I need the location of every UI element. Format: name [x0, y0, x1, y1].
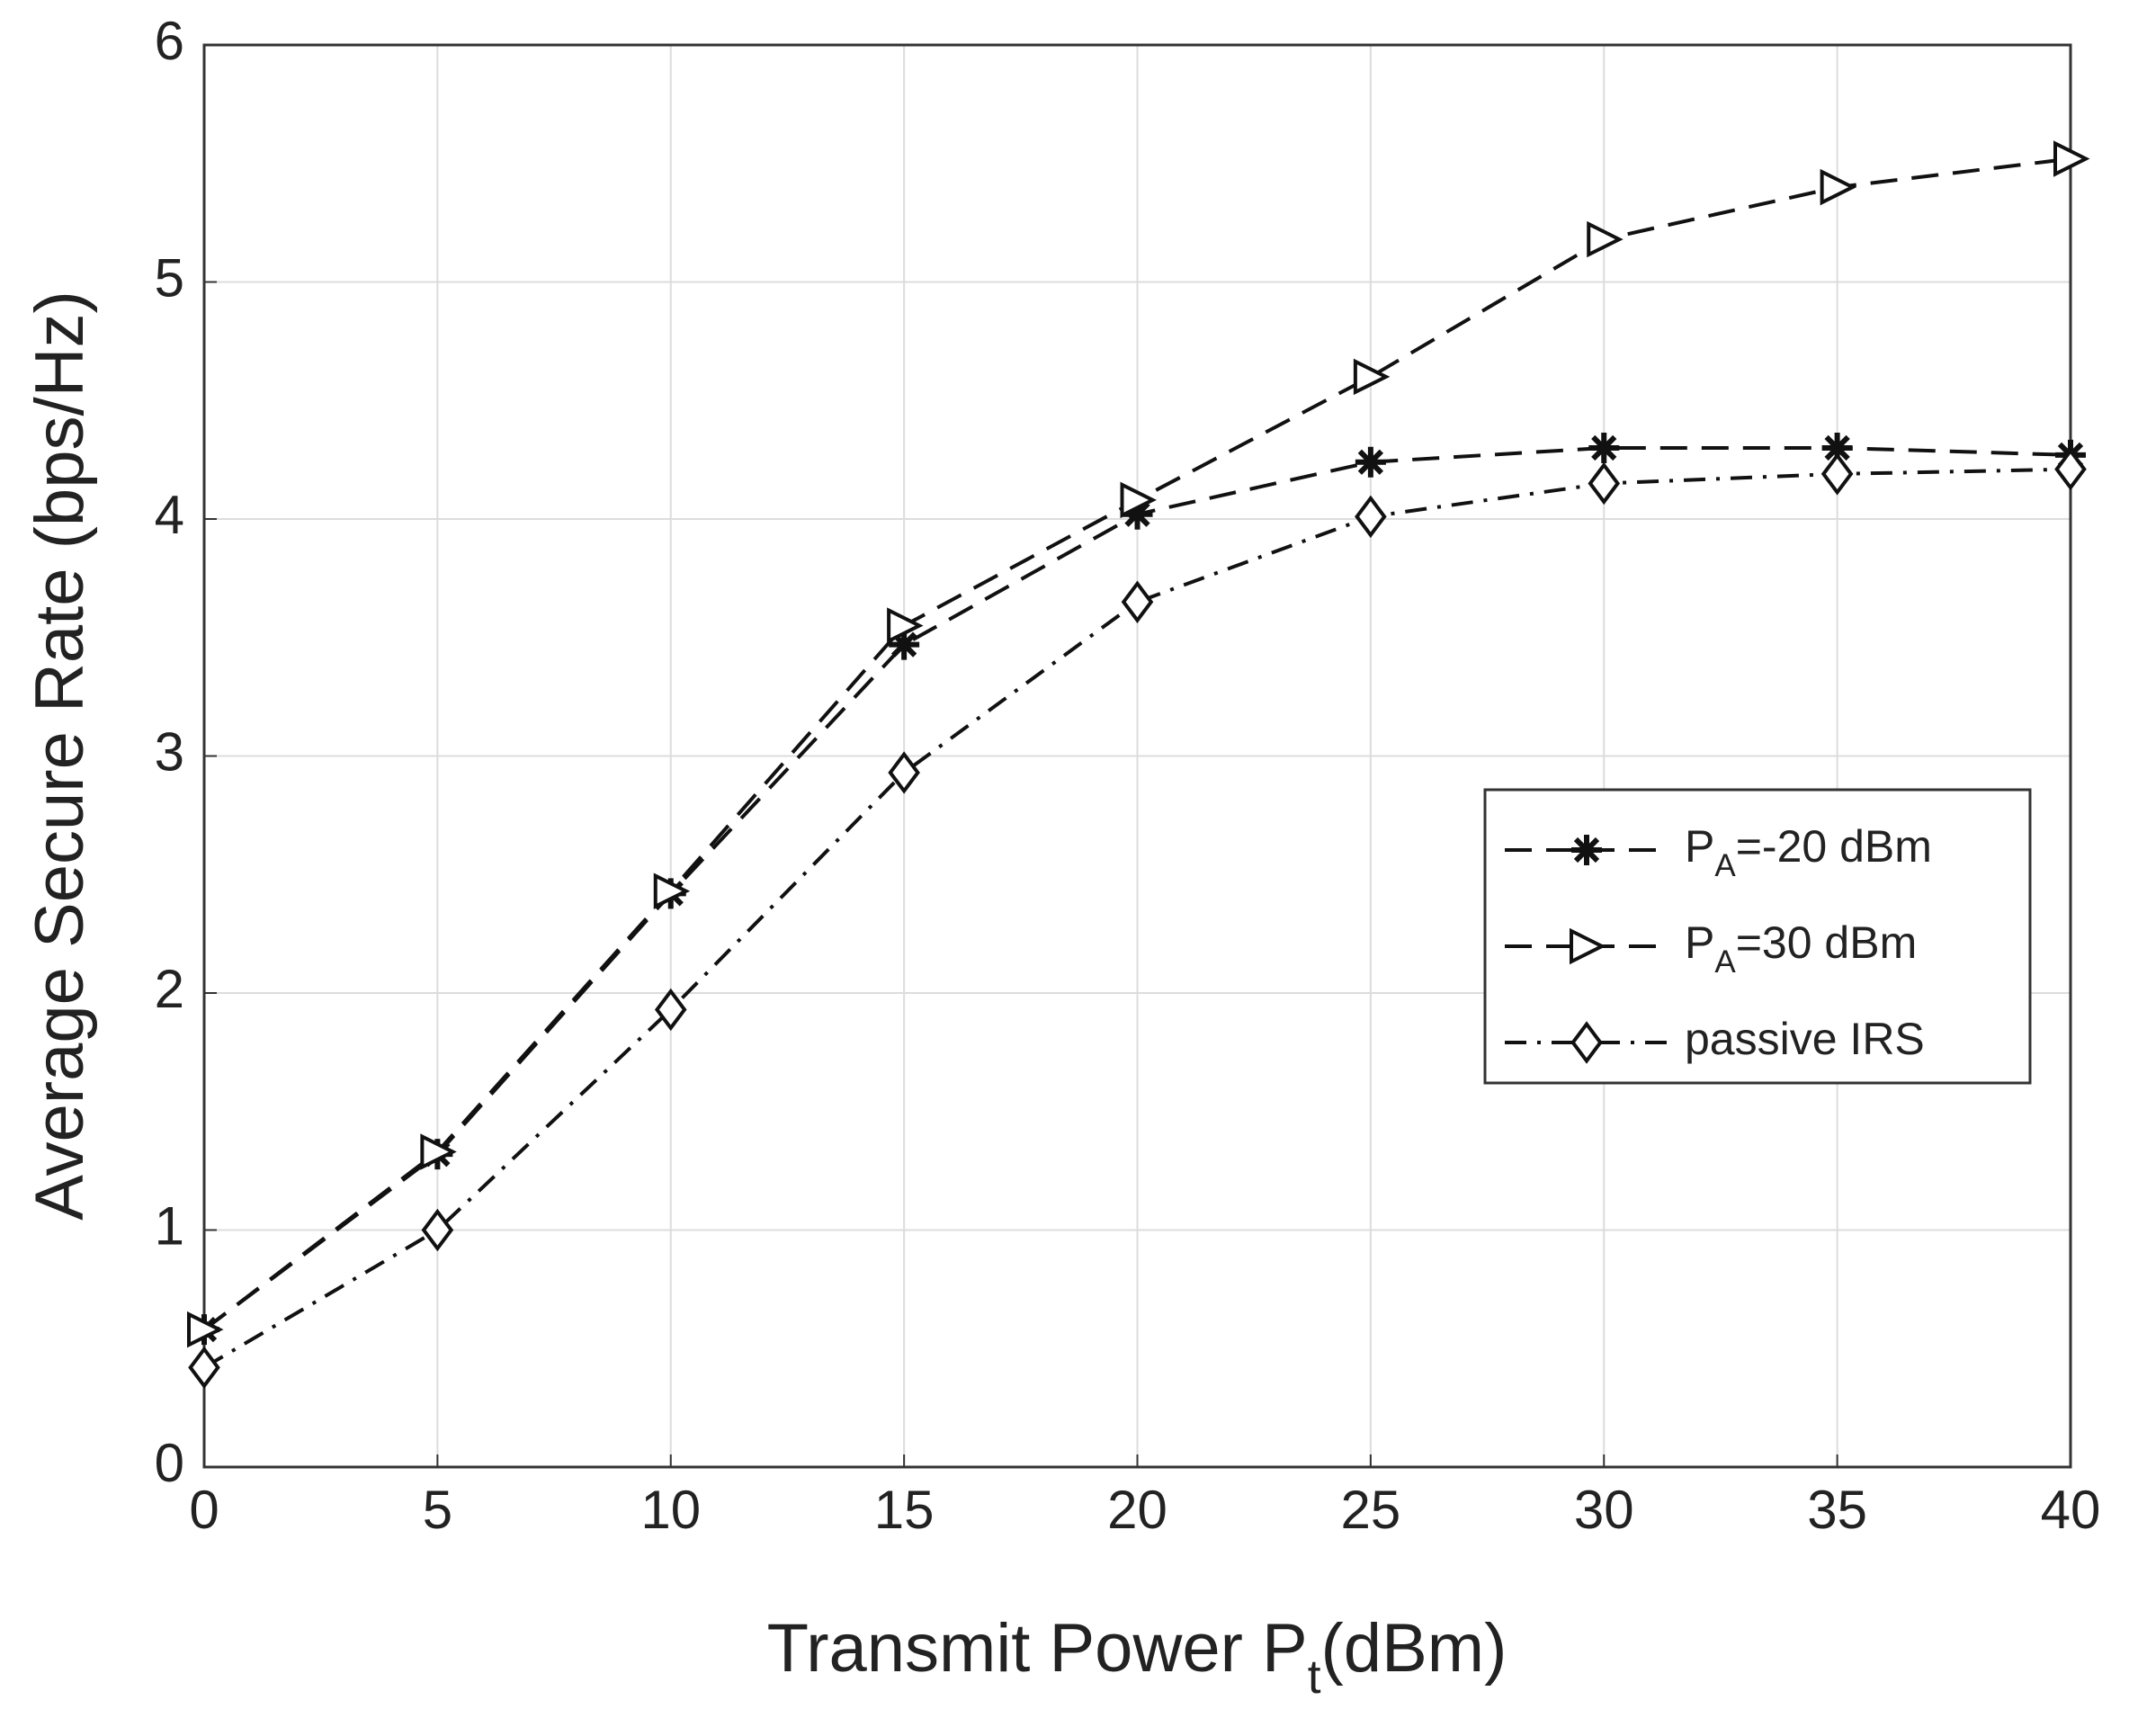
- marker: [187, 1311, 224, 1348]
- marker: [889, 629, 920, 660]
- marker: [2054, 447, 2087, 491]
- marker: [188, 1346, 220, 1390]
- x-axis-label: Transmit Power Pt(dBm): [767, 1610, 1507, 1703]
- x-tick-label: 15: [874, 1480, 935, 1540]
- legend-marker: [1571, 835, 1602, 865]
- y-tick-label: 5: [155, 247, 184, 308]
- marker: [1122, 498, 1153, 530]
- x-tick-label: 5: [423, 1480, 452, 1540]
- legend-marker: [1570, 1021, 1603, 1064]
- marker: [1820, 452, 1854, 496]
- marker: [1821, 432, 1853, 463]
- marker: [1121, 580, 1154, 623]
- y-tick-label: 1: [155, 1195, 184, 1256]
- x-tick-label: 10: [640, 1480, 701, 1540]
- y-tick-label: 3: [155, 721, 184, 782]
- marker: [2053, 140, 2090, 177]
- legend-label: passive IRS: [1685, 1014, 1925, 1064]
- marker: [1355, 446, 1386, 478]
- legend-marker: [1570, 927, 1606, 965]
- marker: [1120, 481, 1157, 519]
- marker: [1820, 168, 1857, 206]
- series-line: [202, 467, 2071, 1370]
- plot-frame: [202, 43, 2072, 1469]
- marker: [1588, 461, 1621, 506]
- x-tick-label: 0: [189, 1480, 219, 1540]
- marker: [1355, 495, 1387, 539]
- x-tick-label: 40: [2041, 1480, 2101, 1540]
- x-tick-label: 35: [1807, 1480, 1867, 1540]
- x-tick-label: 30: [1574, 1480, 1634, 1540]
- marker: [420, 1133, 457, 1170]
- marker: [653, 872, 691, 909]
- marker: [887, 607, 924, 644]
- y-axis-label: Average Secure Rate (bps/Hz): [22, 291, 98, 1221]
- marker: [654, 988, 687, 1032]
- legend-label: PA=30 dBm: [1685, 917, 1917, 980]
- marker: [1587, 220, 1624, 258]
- legend: PA=-20 dBm PA=30 dBm passive IRS: [1483, 788, 2032, 1085]
- x-tick-label: 20: [1107, 1480, 1167, 1540]
- marker: [421, 1208, 454, 1252]
- marker: [1588, 432, 1620, 463]
- y-tick-label: 4: [155, 485, 184, 545]
- legend-label: PA=-20 dBm: [1685, 821, 1932, 883]
- y-tick-label: 6: [155, 11, 184, 71]
- marker: [888, 751, 920, 794]
- x-tick-label: 25: [1341, 1480, 1401, 1540]
- y-tick-label: 2: [155, 959, 184, 1019]
- marker: [1353, 358, 1391, 396]
- y-tick-label: 0: [155, 1433, 184, 1493]
